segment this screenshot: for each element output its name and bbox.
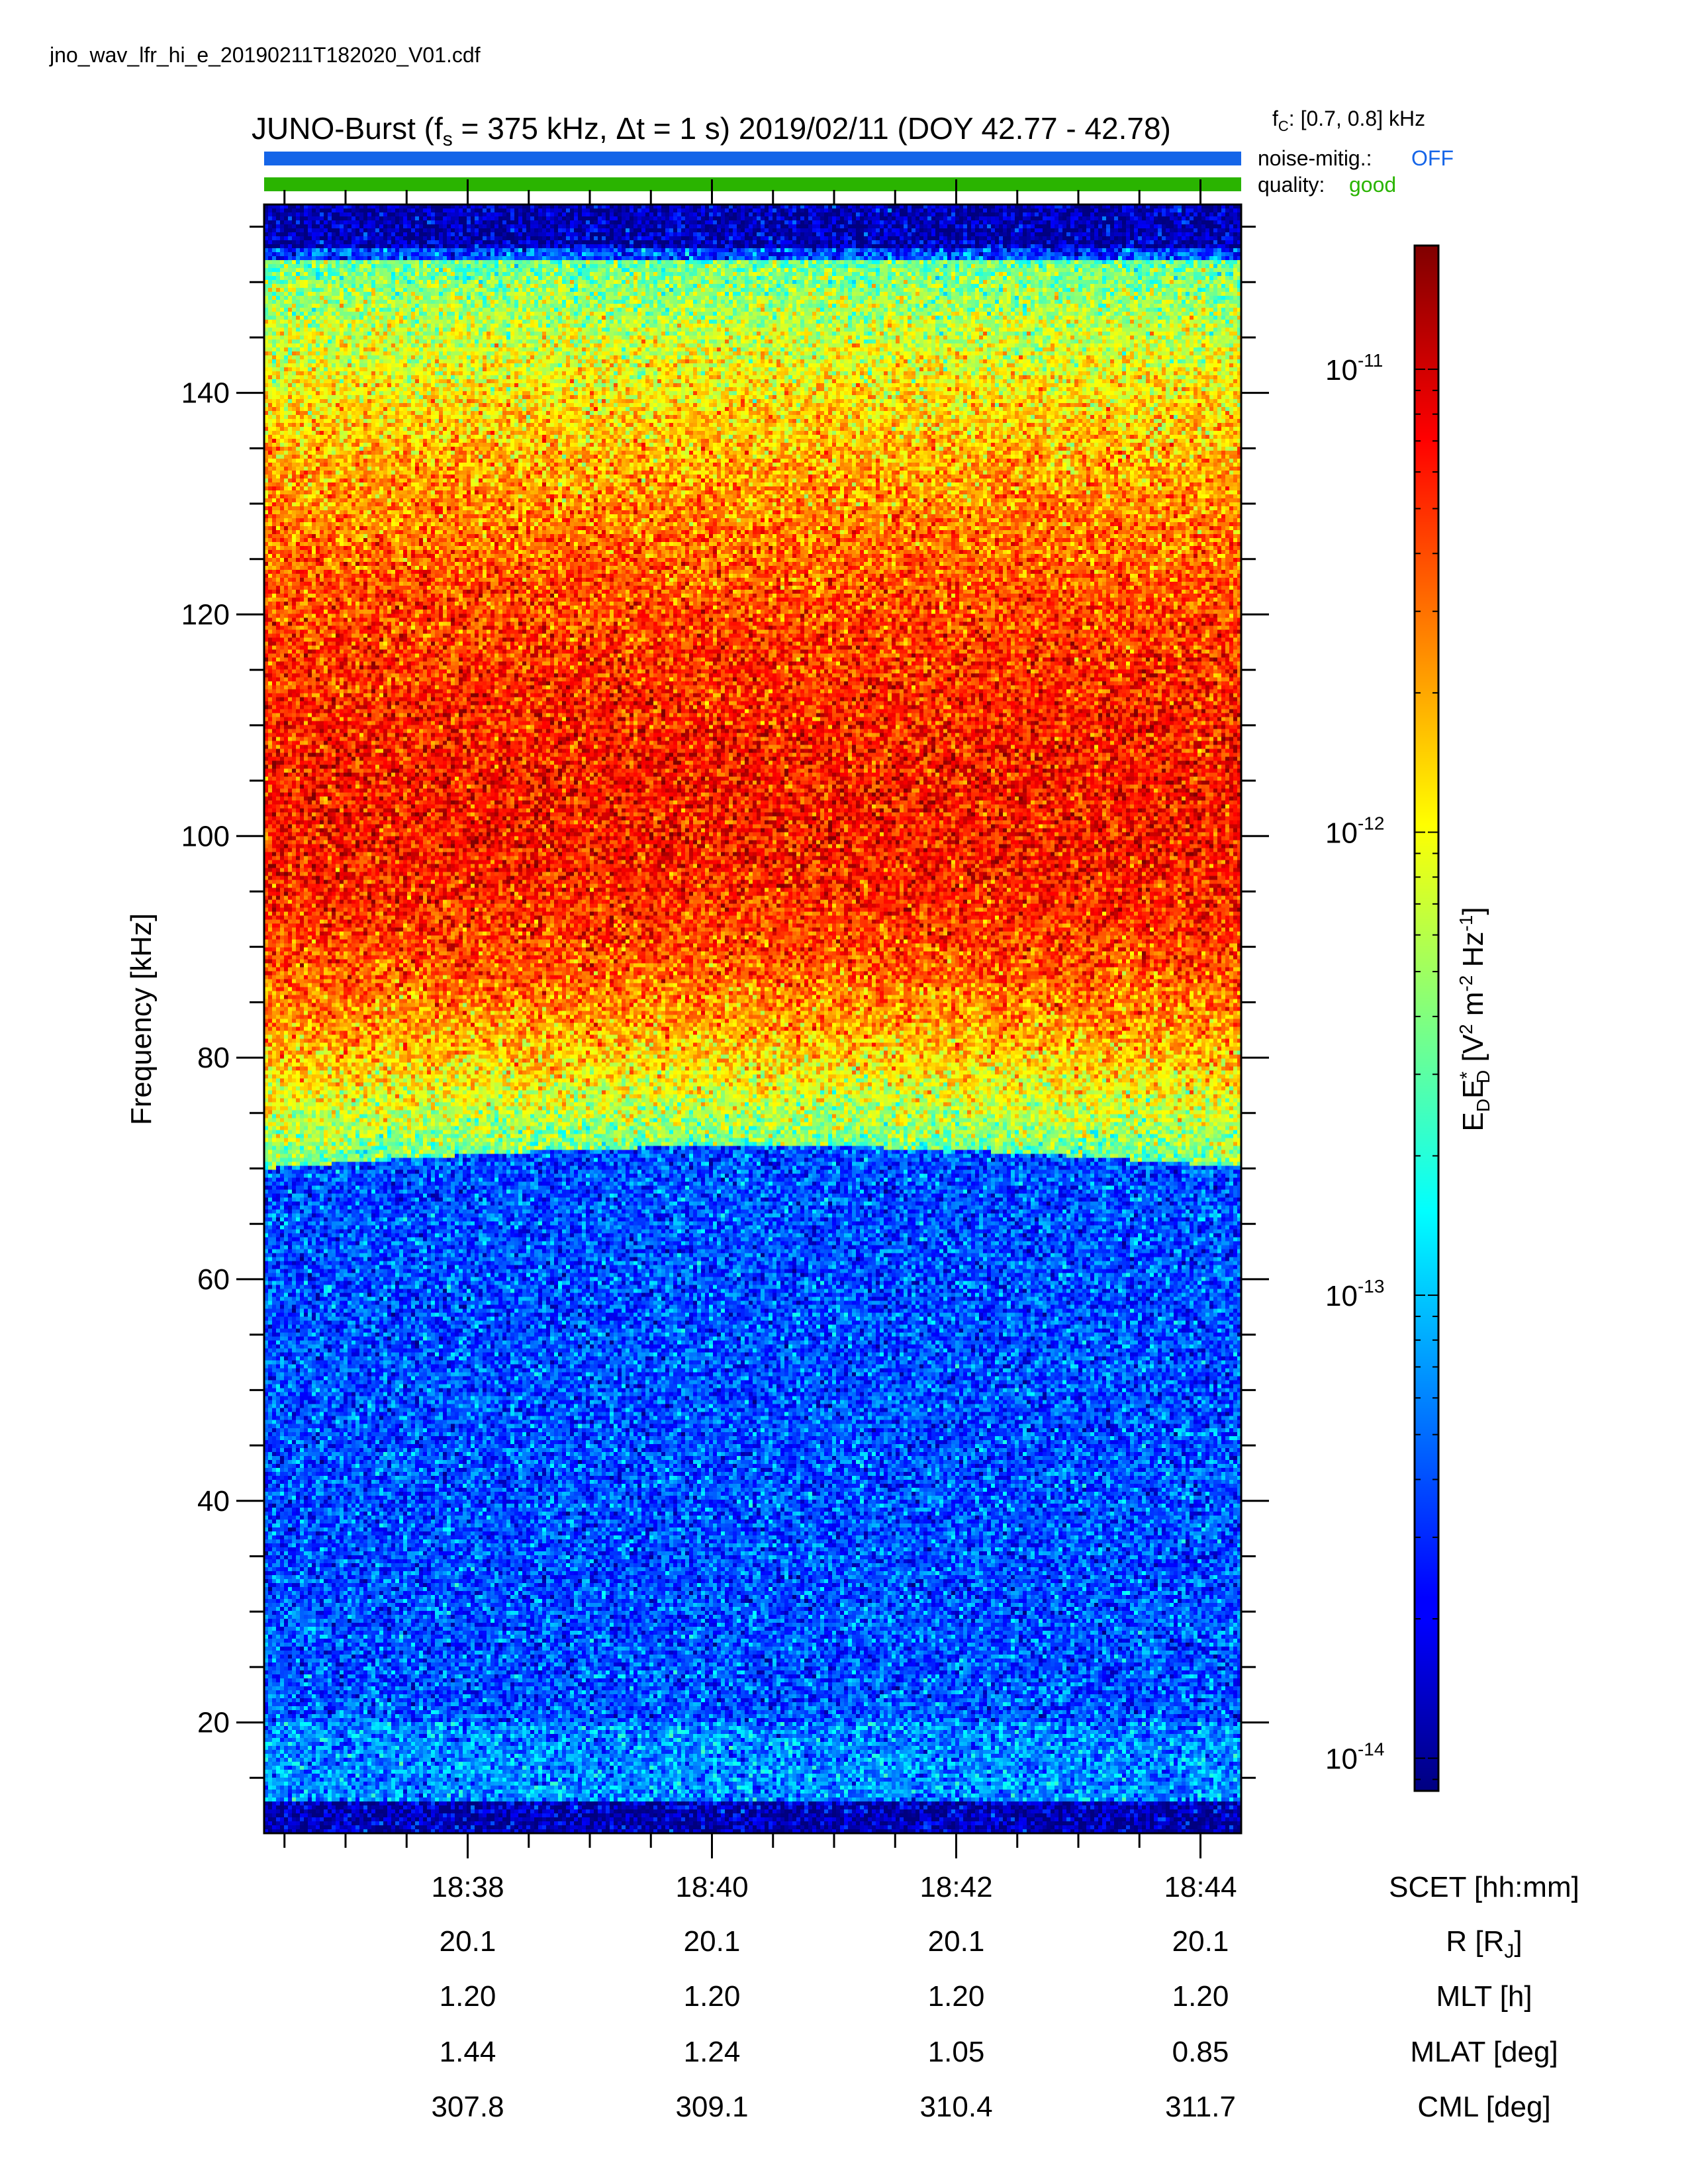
cbar-label-neg1: -1: [1456, 915, 1476, 932]
ephemeris-table: 18:38 18:40 18:42 18:44 SCET [hh:mm] 20.1 20.1…: [431, 1871, 1579, 2123]
fc-base: f: [1272, 107, 1278, 130]
ephemeris-value: 20.1: [1172, 1925, 1229, 1958]
ephemeris-value: 1.20: [928, 1980, 985, 2013]
ephemeris-label-tail: ]: [1514, 1925, 1522, 1958]
cbar-label-d2: D: [1473, 1070, 1493, 1083]
colorbar-tick-exp: -14: [1358, 1739, 1384, 1760]
colorbar-label: EDE*D [V2 m-2 Hz-1]: [1456, 907, 1493, 1131]
colorbar-tick-base: 10: [1325, 817, 1358, 849]
fc-annotation: fC: [0.7, 0.8] kHz: [1272, 107, 1425, 134]
ephemeris-value: 307.8: [431, 2091, 504, 2123]
y-tick-label: 20: [197, 1707, 230, 1739]
plot-title: JUNO-Burst (fs = 375 kHz, Δt = 1 s) 2019…: [252, 111, 1171, 150]
title-rest: = 375 kHz, Δt = 1 s) 2019/02/11 (DOY 42.…: [453, 111, 1171, 146]
ephemeris-label-text: MLAT [deg]: [1410, 2036, 1558, 2068]
cbar-label-open: [V: [1457, 1034, 1489, 1069]
y-tick-label: 80: [197, 1042, 230, 1074]
ephemeris-value: 20.1: [928, 1925, 985, 1958]
colorbar-tick-base: 10: [1325, 354, 1358, 387]
ephemeris-value: 1.20: [440, 1980, 496, 2013]
ephemeris-row-label: CML [deg]: [1417, 2091, 1550, 2123]
ephemeris-value: 1.05: [928, 2036, 985, 2068]
ephemeris-value: 20.1: [684, 1925, 741, 1958]
title-fs-subscript: s: [443, 128, 453, 150]
ephemeris-label-sub: J: [1504, 1940, 1514, 1962]
cbar-label-d1: D: [1473, 1099, 1493, 1112]
colorbar-tick-exp: -11: [1358, 350, 1383, 371]
ephemeris-label-text: SCET [hh:mm]: [1389, 1871, 1579, 1903]
ephemeris-value: 20.1: [440, 1925, 496, 1958]
x-axis-ticks: [283, 179, 1201, 1858]
quality-bar: [264, 177, 1241, 191]
cbar-label-hz: Hz: [1457, 932, 1489, 976]
fc-subscript: C: [1278, 118, 1289, 134]
cbar-label-two: 2: [1456, 1024, 1476, 1034]
y-axis-ticks: 20 40 60 80 100 120 140: [181, 225, 1269, 1779]
cbar-label-close: ]: [1457, 907, 1489, 915]
colorbar-tick-exp: -13: [1358, 1276, 1384, 1297]
y-tick-label: 60: [197, 1263, 230, 1296]
noise-mitig-value: OFF: [1411, 146, 1454, 170]
ephemeris-value: 18:40: [675, 1871, 748, 1903]
ephemeris-row-label: MLAT [deg]: [1410, 2036, 1558, 2068]
ephemeris-value: 311.7: [1165, 2091, 1236, 2123]
fc-range: : [0.7, 0.8] kHz: [1289, 107, 1425, 130]
plot-frame: [263, 203, 1243, 1835]
quality-value: good: [1349, 173, 1396, 197]
title-mission: JUNO-Burst (f: [252, 111, 443, 146]
ephemeris-label-text: R [R: [1446, 1925, 1504, 1958]
ephemeris-value: 310.4: [919, 2091, 992, 2123]
ephemeris-value: 309.1: [675, 2091, 748, 2123]
file-name: jno_wav_lfr_hi_e_20190211T182020_V01.cdf: [49, 43, 481, 67]
colorbar-tick-label: 10-11: [1325, 350, 1383, 387]
quality-label: quality:: [1258, 173, 1325, 197]
colorbar-tick-label: 10-14: [1325, 1739, 1384, 1776]
y-tick-label: 100: [181, 820, 230, 852]
cbar-label-m: m: [1457, 991, 1489, 1024]
colorbar-tick-exp: -12: [1358, 813, 1384, 833]
spectrogram-image: [264, 205, 1241, 1833]
y-tick-label: 40: [197, 1485, 230, 1518]
ephemeris-value: 1.44: [440, 2036, 496, 2068]
y-axis-label: Frequency [kHz]: [125, 913, 158, 1125]
ephemeris-value: 1.20: [1172, 1980, 1229, 2013]
colorbar-tick-label: 10-12: [1325, 813, 1384, 849]
colorbar: [1413, 244, 1440, 1792]
ephemeris-row-label: MLT [h]: [1436, 1980, 1532, 2013]
cbar-label-neg2: -2: [1456, 976, 1476, 992]
ephemeris-value: 18:42: [919, 1871, 992, 1903]
ephemeris-value: 18:38: [431, 1871, 504, 1903]
noise-mitig-bar: [264, 152, 1241, 165]
ephemeris-label-text: MLT [h]: [1436, 1980, 1532, 2013]
ephemeris-value: 1.20: [684, 1980, 741, 2013]
colorbar-tick-label: 10-13: [1325, 1276, 1384, 1312]
ephemeris-row-label: R [RJ]: [1446, 1925, 1522, 1962]
ephemeris-value: 1.24: [684, 2036, 741, 2068]
cbar-label-star: *: [1456, 1071, 1478, 1079]
ephemeris-value: 0.85: [1172, 2036, 1229, 2068]
ephemeris-value: 18:44: [1164, 1871, 1237, 1903]
y-tick-label: 120: [181, 598, 230, 631]
cbar-label-e2: E: [1457, 1079, 1489, 1099]
cbar-label-e1: E: [1457, 1112, 1489, 1131]
ephemeris-label-text: CML [deg]: [1417, 2091, 1550, 2123]
y-tick-label: 140: [181, 377, 230, 410]
ephemeris-row-label: SCET [hh:mm]: [1389, 1871, 1579, 1903]
colorbar-tick-base: 10: [1325, 1743, 1358, 1776]
colorbar-tick-base: 10: [1325, 1280, 1358, 1312]
noise-mitig-label: noise-mitig.:: [1258, 146, 1372, 170]
